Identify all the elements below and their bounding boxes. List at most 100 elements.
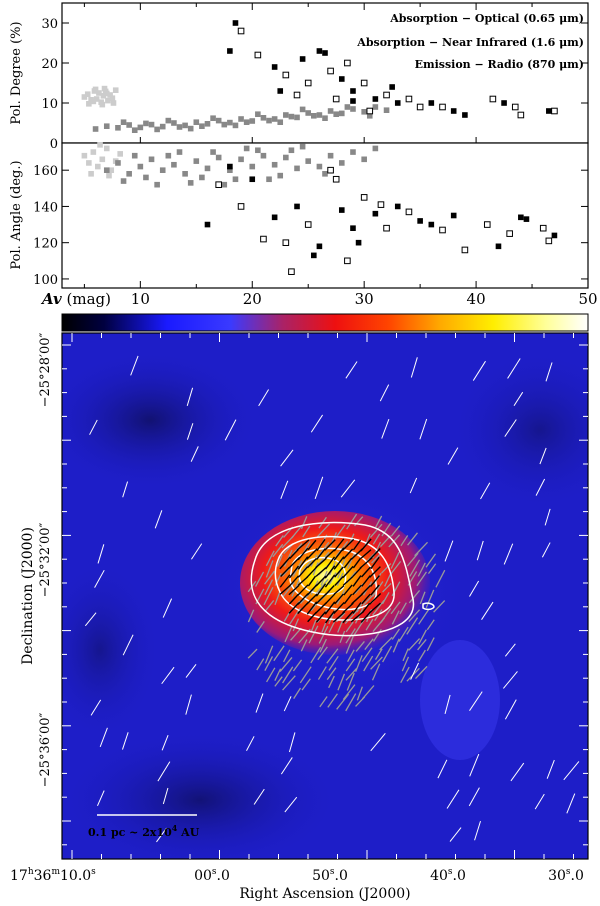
nir-vector <box>371 663 381 681</box>
data-point-series-2 <box>316 48 323 54</box>
data-point-series-1 <box>227 119 233 126</box>
optical-vector <box>162 598 173 618</box>
nir-vector <box>328 572 337 586</box>
contour-small <box>422 602 435 611</box>
nir-vector <box>406 552 419 567</box>
submm-vector <box>288 565 300 579</box>
submm-vector <box>333 601 345 615</box>
data-point-series-1 <box>210 115 216 121</box>
optical-vector <box>99 727 108 748</box>
nir-vector <box>274 668 282 681</box>
nir-vector <box>273 645 285 662</box>
data-point-series-1 <box>372 104 379 110</box>
data-point-series-2 <box>439 103 446 111</box>
data-point-series-1 <box>176 124 183 130</box>
data-point-series-2 <box>551 107 558 115</box>
nir-vector <box>390 525 401 537</box>
nir-vector <box>363 655 374 672</box>
submm-vector <box>307 575 317 587</box>
nir-vector <box>392 638 400 653</box>
optical-vector <box>255 693 264 713</box>
optical-vector <box>419 418 428 440</box>
nir-vector <box>364 638 374 651</box>
data-point-series-1 <box>115 160 121 166</box>
nir-vector <box>300 516 308 530</box>
data-point-series-2 <box>366 107 374 115</box>
nir-vectors <box>247 513 446 712</box>
data-point-series-1 <box>243 119 250 125</box>
data-point-series-1 <box>316 163 323 170</box>
nir-vector <box>435 569 446 588</box>
data-point-series-2 <box>545 237 553 245</box>
nir-vector <box>317 551 330 566</box>
data-point-series-1 <box>305 110 312 116</box>
data-point-series-2 <box>271 64 278 70</box>
data-point-series-2 <box>523 216 530 222</box>
data-point-series-1 <box>288 147 295 154</box>
data-point-series-1 <box>193 158 200 164</box>
nir-vector <box>390 601 401 615</box>
submm-vector <box>279 585 291 595</box>
panel-intensity-map: 0.1 pc ~ 2x104 AU Declination (J2000) −2… <box>10 332 589 902</box>
optical-vector <box>258 389 270 407</box>
data-point-series-0 <box>81 94 88 100</box>
submm-vector <box>352 557 362 569</box>
nir-vector <box>374 515 383 528</box>
optical-vector <box>410 357 418 378</box>
data-point-series-2 <box>489 95 497 103</box>
data-point-series-2 <box>316 243 323 250</box>
dense-core <box>240 511 430 655</box>
submm-vector <box>306 548 318 560</box>
optical-vector <box>539 447 547 465</box>
submm-vector <box>324 548 336 560</box>
optical-vector <box>534 793 545 810</box>
data-point-series-1 <box>115 125 121 131</box>
submm-vector <box>324 539 336 551</box>
optical-vector <box>154 510 163 529</box>
data-point-series-2 <box>383 91 390 99</box>
data-point-series-1 <box>182 122 188 129</box>
data-point-series-1 <box>283 112 289 118</box>
data-point-series-2 <box>506 230 513 237</box>
optical-vector <box>566 793 576 814</box>
submm-vector <box>352 602 362 614</box>
submm-vector <box>351 593 363 605</box>
nir-vector <box>274 591 281 606</box>
map-image <box>62 333 588 859</box>
data-point-series-2 <box>360 79 368 87</box>
data-point-series-2 <box>350 88 356 94</box>
optical-vector <box>409 477 418 494</box>
submm-vector <box>289 549 299 559</box>
nir-vector <box>372 581 384 597</box>
submm-vector <box>324 610 336 624</box>
nir-vector <box>328 675 335 689</box>
nir-vector <box>256 658 265 671</box>
optical-vector <box>444 540 454 562</box>
submm-vector <box>342 565 354 579</box>
nir-vector <box>319 696 328 708</box>
nir-vector <box>381 591 390 605</box>
nir-vector <box>265 560 274 578</box>
submm-vector <box>333 538 345 552</box>
data-point-series-2 <box>511 103 519 111</box>
data-point-series-1 <box>131 127 138 133</box>
nir-vector <box>374 648 383 660</box>
legend-radio: Emission − Radio (870 μm) <box>415 58 584 71</box>
data-point-series-0 <box>90 98 97 105</box>
optical-vector <box>84 612 97 627</box>
data-point-series-1 <box>176 149 183 155</box>
data-point-series-2 <box>327 67 334 75</box>
nir-vector <box>327 693 338 708</box>
nir-vector <box>390 561 402 575</box>
optical-vector <box>97 790 105 807</box>
submm-vector <box>306 593 318 605</box>
data-point-series-0 <box>95 163 101 170</box>
nir-vector <box>426 637 435 652</box>
data-point-series-1 <box>344 104 351 110</box>
nir-vector <box>379 636 393 651</box>
data-point-series-2 <box>405 208 413 216</box>
data-point-series-1 <box>165 117 172 124</box>
data-point-series-2 <box>338 76 345 82</box>
scale-bar-label: 0.1 pc ~ 2x104 AU <box>88 823 200 839</box>
optical-vector <box>446 789 460 809</box>
